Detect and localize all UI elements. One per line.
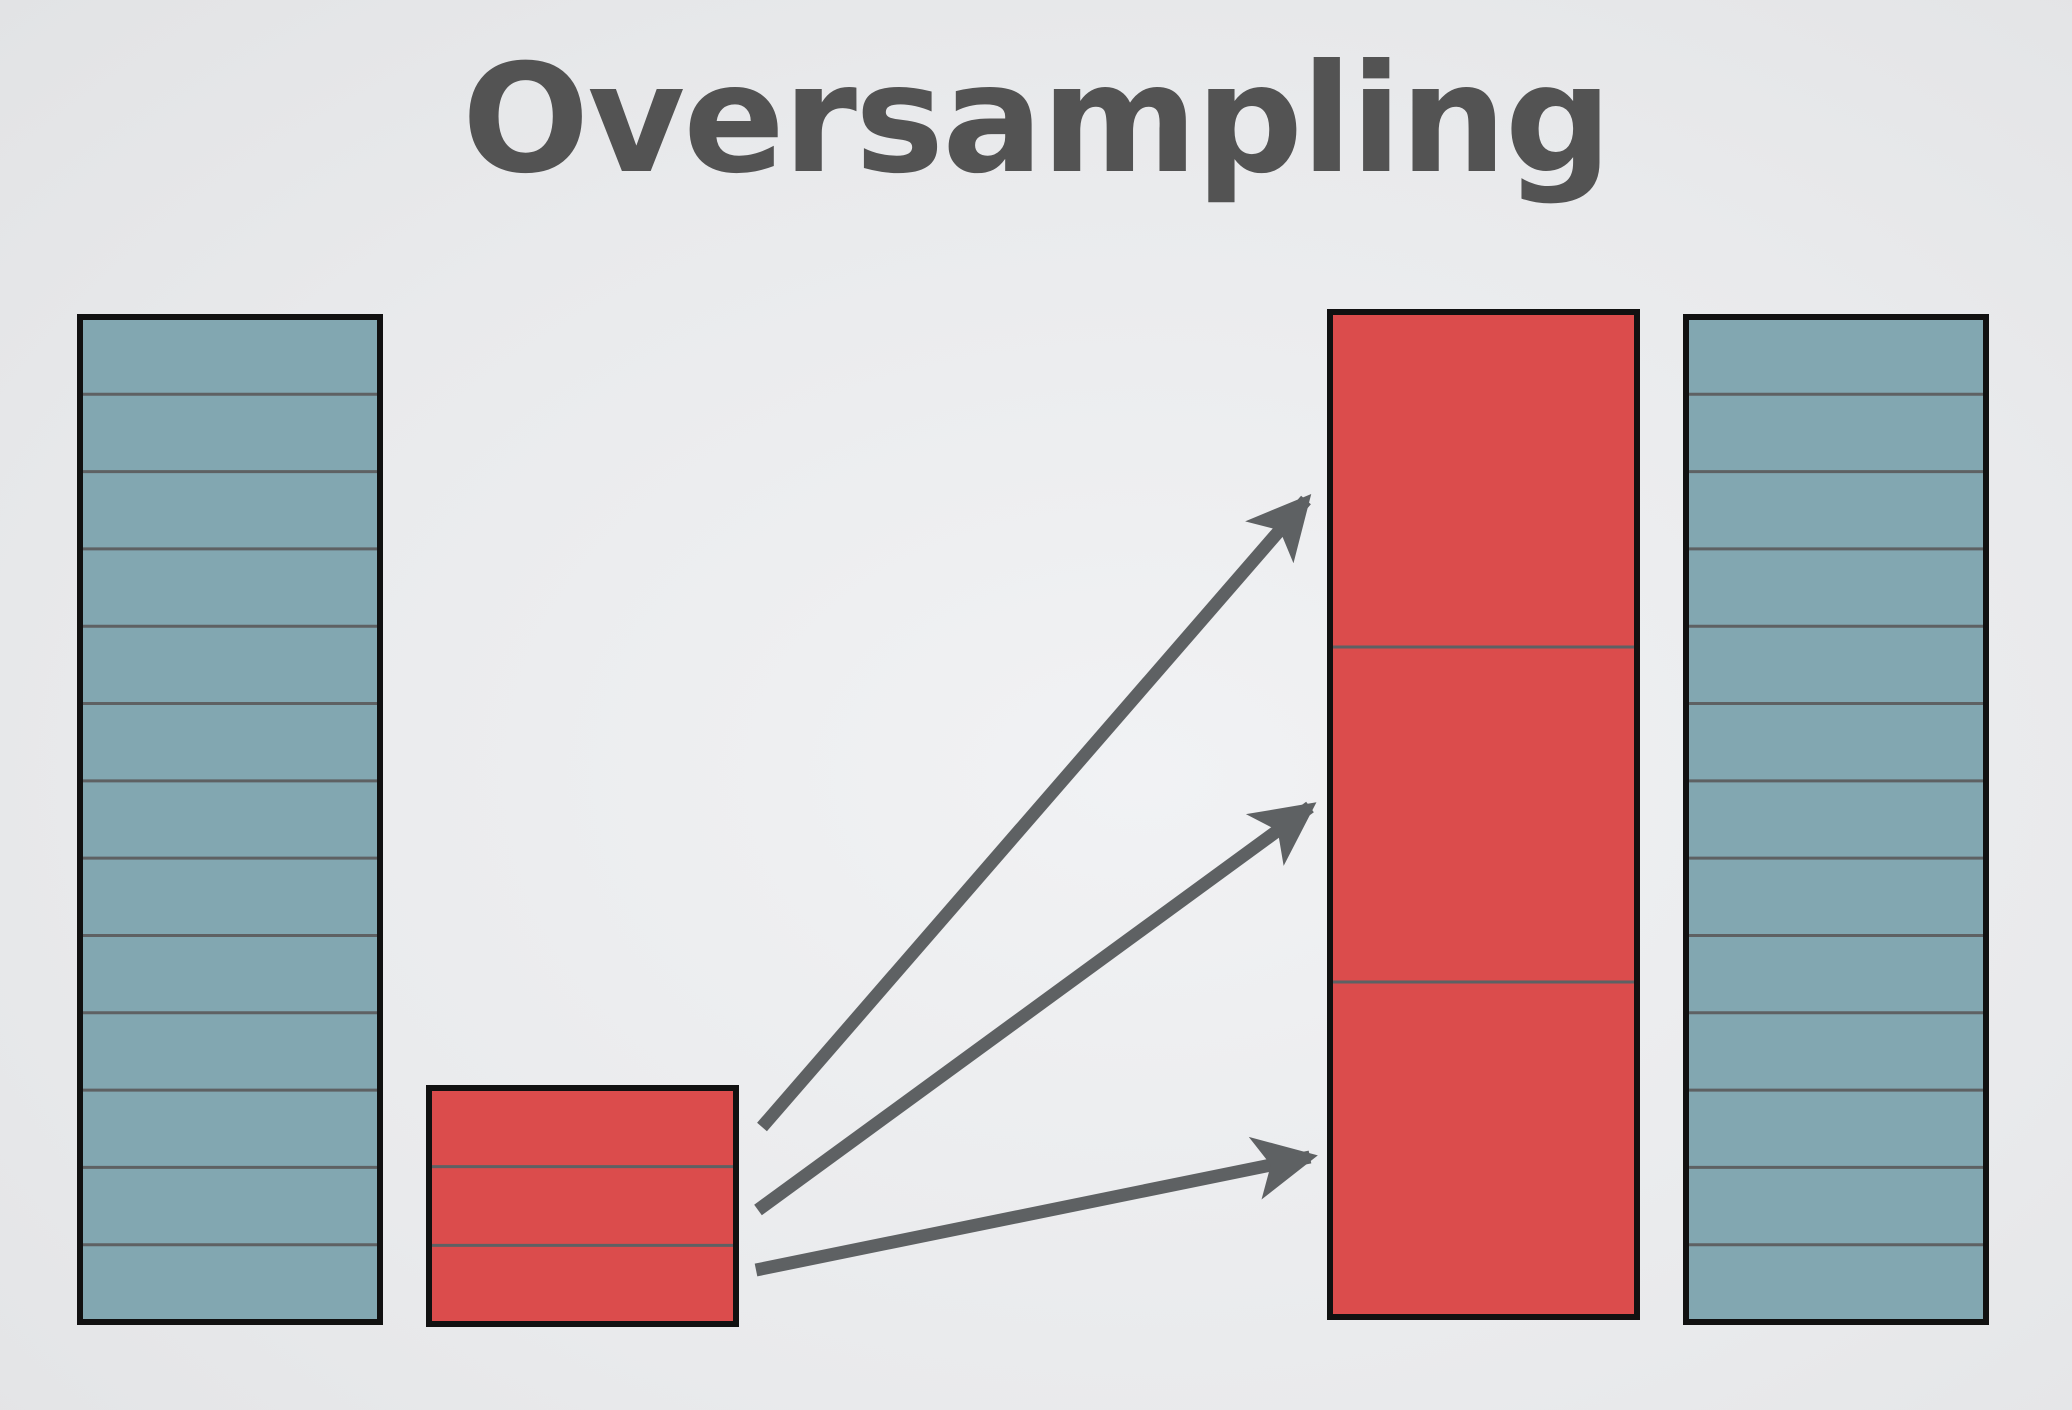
majority-unchanged-border xyxy=(1683,314,1989,1325)
replication-arrow xyxy=(754,1136,1318,1277)
replication-arrow xyxy=(754,801,1317,1216)
minority-oversampled-fill xyxy=(1330,312,1637,1317)
minority-original-fill xyxy=(429,1088,736,1324)
minority-oversampled-border xyxy=(1327,309,1640,1320)
majority-unchanged-fill xyxy=(1686,317,1986,1322)
slide-title: Oversampling xyxy=(461,33,1612,207)
majority-original-fill xyxy=(80,317,380,1322)
majority-class-original-bar xyxy=(77,314,383,1325)
minority-class-original-bar xyxy=(426,1085,739,1327)
replication-arrows xyxy=(754,493,1318,1277)
majority-original-border xyxy=(77,314,383,1325)
majority-class-unchanged-bar xyxy=(1683,314,1989,1325)
minority-class-oversampled-bar xyxy=(1327,309,1640,1320)
replication-arrow xyxy=(757,493,1312,1132)
minority-original-border xyxy=(426,1085,739,1327)
